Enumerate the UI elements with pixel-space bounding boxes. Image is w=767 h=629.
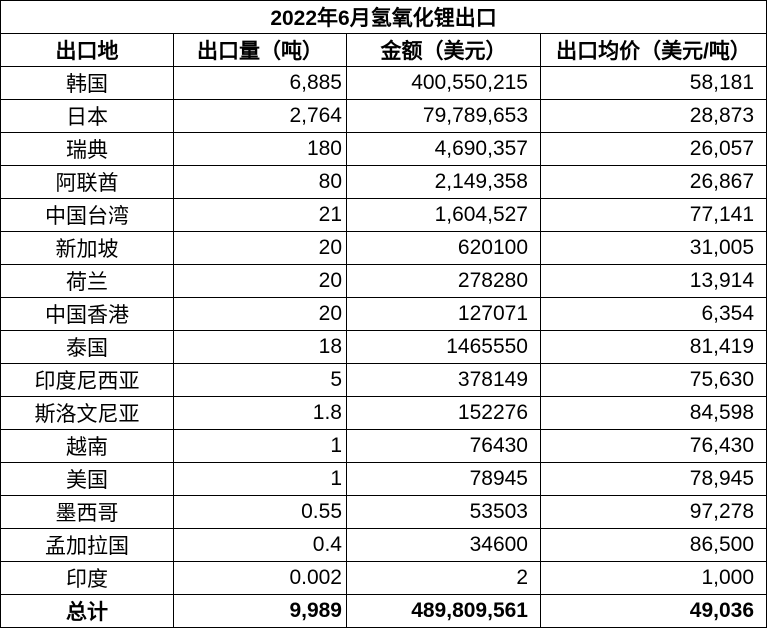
table-row: 孟加拉国 0.4 34600 86,500 bbox=[0, 528, 767, 562]
column-header: 金额（美元） bbox=[346, 33, 541, 67]
cell-avg-price: 86,500 bbox=[539, 528, 767, 562]
cell-avg-price: 78,945 bbox=[539, 462, 767, 496]
table-row: 荷兰 20 278280 13,914 bbox=[0, 264, 767, 298]
cell-destination: 泰国 bbox=[0, 330, 174, 364]
cell-avg-price: 26,867 bbox=[539, 165, 767, 199]
cell-destination: 孟加拉国 bbox=[0, 528, 174, 562]
cell-amount: 34600 bbox=[346, 528, 541, 562]
column-header: 出口均价（美元/吨） bbox=[539, 33, 767, 67]
column-header: 出口量（吨） bbox=[173, 33, 347, 67]
cell-destination: 新加坡 bbox=[0, 231, 174, 265]
header-row: 出口地 出口量（吨） 金额（美元） 出口均价（美元/吨） bbox=[0, 33, 767, 67]
cell-destination: 中国香港 bbox=[0, 297, 174, 331]
table-title: 2022年6月氢氧化锂出口 bbox=[0, 0, 767, 34]
cell-quantity: 1.8 bbox=[173, 396, 347, 430]
cell-avg-price: 84,598 bbox=[539, 396, 767, 430]
table-row: 中国台湾 21 1,604,527 77,141 bbox=[0, 198, 767, 232]
table-row: 日本 2,764 79,789,653 28,873 bbox=[0, 99, 767, 133]
column-header: 出口地 bbox=[0, 33, 174, 67]
cell-destination: 韩国 bbox=[0, 66, 174, 100]
cell-avg-price: 1,000 bbox=[539, 561, 767, 595]
cell-destination: 墨西哥 bbox=[0, 495, 174, 529]
table-row: 瑞典 180 4,690,357 26,057 bbox=[0, 132, 767, 166]
cell-destination: 中国台湾 bbox=[0, 198, 174, 232]
cell-destination: 美国 bbox=[0, 462, 174, 496]
cell-avg-price: 77,141 bbox=[539, 198, 767, 232]
table-row: 泰国 18 1465550 81,419 bbox=[0, 330, 767, 364]
cell-avg-price: 81,419 bbox=[539, 330, 767, 364]
cell-amount: 400,550,215 bbox=[346, 66, 541, 100]
cell-quantity: 0.4 bbox=[173, 528, 347, 562]
table-row: 墨西哥 0.55 53503 97,278 bbox=[0, 495, 767, 529]
cell-quantity: 6,885 bbox=[173, 66, 347, 100]
cell-amount: 78945 bbox=[346, 462, 541, 496]
cell-destination: 印度尼西亚 bbox=[0, 363, 174, 397]
cell-quantity: 20 bbox=[173, 297, 347, 331]
cell-destination: 荷兰 bbox=[0, 264, 174, 298]
cell-avg-price: 75,630 bbox=[539, 363, 767, 397]
cell-avg-price: 31,005 bbox=[539, 231, 767, 265]
cell-quantity: 5 bbox=[173, 363, 347, 397]
cell-quantity: 2,764 bbox=[173, 99, 347, 133]
cell-quantity: 20 bbox=[173, 264, 347, 298]
cell-destination: 越南 bbox=[0, 429, 174, 463]
table-row: 美国 1 78945 78,945 bbox=[0, 462, 767, 496]
cell-avg-price: 58,181 bbox=[539, 66, 767, 100]
cell-amount: 1,604,527 bbox=[346, 198, 541, 232]
table-row: 印度 0.002 2 1,000 bbox=[0, 561, 767, 595]
table-row: 韩国 6,885 400,550,215 58,181 bbox=[0, 66, 767, 100]
cell-quantity: 18 bbox=[173, 330, 347, 364]
cell-destination: 瑞典 bbox=[0, 132, 174, 166]
cell-quantity: 180 bbox=[173, 132, 347, 166]
cell-amount: 489,809,561 bbox=[346, 594, 541, 628]
cell-quantity: 0.002 bbox=[173, 561, 347, 595]
cell-quantity: 80 bbox=[173, 165, 347, 199]
cell-destination: 斯洛文尼亚 bbox=[0, 396, 174, 430]
cell-avg-price: 28,873 bbox=[539, 99, 767, 133]
cell-amount: 76430 bbox=[346, 429, 541, 463]
cell-quantity: 1 bbox=[173, 462, 347, 496]
cell-destination: 日本 bbox=[0, 99, 174, 133]
cell-quantity: 0.55 bbox=[173, 495, 347, 529]
table-row: 中国香港 20 127071 6,354 bbox=[0, 297, 767, 331]
cell-avg-price: 6,354 bbox=[539, 297, 767, 331]
table-row: 新加坡 20 620100 31,005 bbox=[0, 231, 767, 265]
cell-amount: 4,690,357 bbox=[346, 132, 541, 166]
cell-quantity: 1 bbox=[173, 429, 347, 463]
cell-avg-price: 13,914 bbox=[539, 264, 767, 298]
cell-quantity: 20 bbox=[173, 231, 347, 265]
cell-amount: 1465550 bbox=[346, 330, 541, 364]
cell-avg-price: 26,057 bbox=[539, 132, 767, 166]
cell-amount: 53503 bbox=[346, 495, 541, 529]
table-row: 印度尼西亚 5 378149 75,630 bbox=[0, 363, 767, 397]
cell-destination: 总计 bbox=[0, 594, 174, 628]
cell-amount: 278280 bbox=[346, 264, 541, 298]
cell-destination: 阿联酋 bbox=[0, 165, 174, 199]
cell-quantity: 9,989 bbox=[173, 594, 347, 628]
cell-amount: 620100 bbox=[346, 231, 541, 265]
table-row: 斯洛文尼亚 1.8 152276 84,598 bbox=[0, 396, 767, 430]
cell-amount: 152276 bbox=[346, 396, 541, 430]
cell-amount: 2 bbox=[346, 561, 541, 595]
cell-amount: 127071 bbox=[346, 297, 541, 331]
cell-amount: 79,789,653 bbox=[346, 99, 541, 133]
total-row: 总计 9,989 489,809,561 49,036 bbox=[0, 594, 767, 628]
cell-avg-price: 97,278 bbox=[539, 495, 767, 529]
cell-amount: 378149 bbox=[346, 363, 541, 397]
cell-avg-price: 49,036 bbox=[539, 594, 767, 628]
cell-destination: 印度 bbox=[0, 561, 174, 595]
cell-amount: 2,149,358 bbox=[346, 165, 541, 199]
cell-quantity: 21 bbox=[173, 198, 347, 232]
table-row: 阿联酋 80 2,149,358 26,867 bbox=[0, 165, 767, 199]
table-row: 越南 1 76430 76,430 bbox=[0, 429, 767, 463]
cell-avg-price: 76,430 bbox=[539, 429, 767, 463]
